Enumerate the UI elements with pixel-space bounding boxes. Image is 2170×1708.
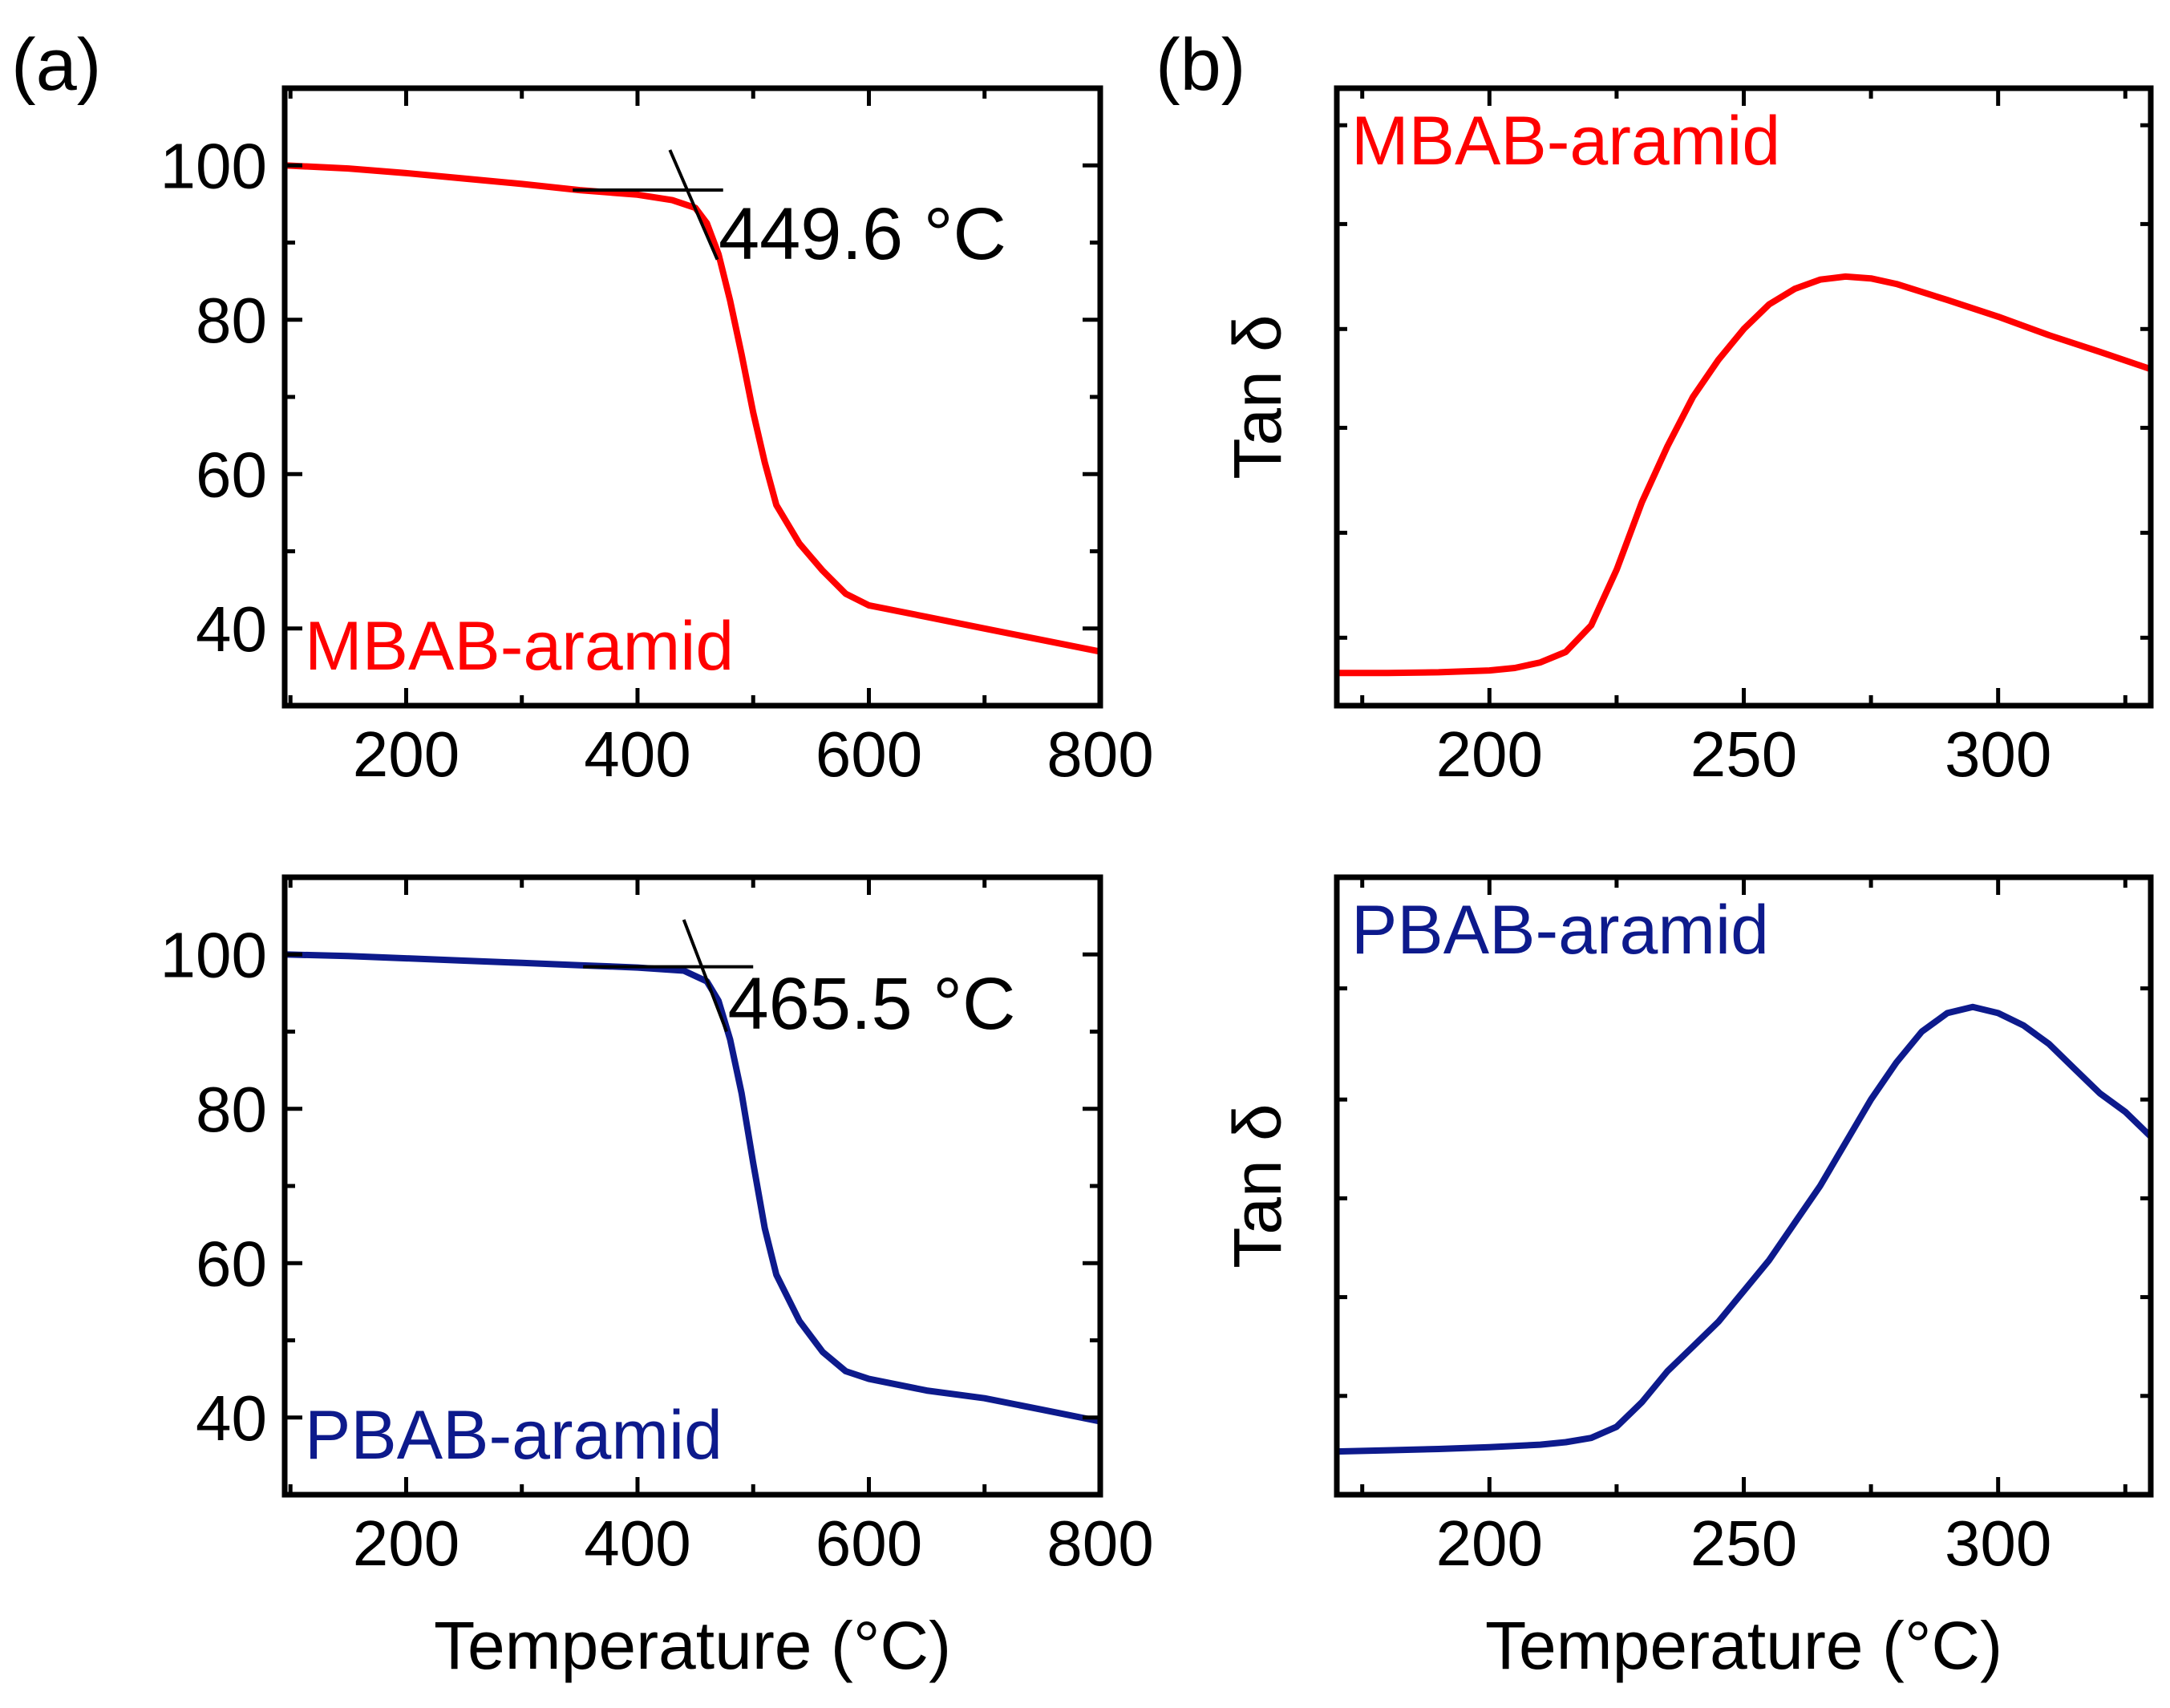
- legend-label-a-top: MBAB-aramid: [305, 608, 734, 685]
- x-tick-label: 800: [1047, 718, 1153, 790]
- x-tick-label: 600: [816, 718, 922, 790]
- series-line-a-top-0: [285, 162, 1100, 655]
- onset-annotation-a-bottom-0: 465.5 °C: [727, 963, 1015, 1045]
- y-tick-label: 40: [196, 1382, 267, 1454]
- series-line-a-bottom-0: [285, 951, 1100, 1425]
- chart-a-top: 449.6 °C 200 400 600 800 40 60 80 100 MBAB-aramid: [160, 85, 1154, 790]
- tangent-line-a-top-1: [668, 149, 719, 261]
- chart-a-bottom: 465.5 °C 200 400 600 800 40 60 80 100 Temperature…: [160, 874, 1154, 1683]
- tangent-line-a-bottom-1: [682, 919, 728, 1033]
- y-tick-label: 80: [196, 285, 267, 356]
- x-tick-label: 800: [1047, 1508, 1153, 1579]
- x-tick-label: 200: [1436, 718, 1543, 790]
- x-axis-title: Temperature (°C): [434, 1608, 951, 1683]
- y-axis-title: Tan δ: [1220, 1103, 1295, 1269]
- plot-frame-b-top: [1334, 85, 2154, 709]
- onset-annotation-a-top-0: 449.6 °C: [719, 193, 1006, 275]
- y-tick-label: 60: [196, 439, 267, 510]
- x-tick-label: 200: [1436, 1508, 1543, 1579]
- x-axis-title: Temperature (°C): [1485, 1608, 2002, 1683]
- chart-b-bottom: 200 250 300 Tan δ Temperature (°C) PBAB-arami…: [1220, 874, 2154, 1683]
- y-tick-label: 60: [196, 1228, 267, 1299]
- x-tick-label: 300: [1945, 718, 2051, 790]
- y-tick-label: 40: [196, 593, 267, 665]
- legend-label-b-bottom: PBAB-aramid: [1351, 892, 1769, 969]
- legend-label-a-bottom: PBAB-aramid: [305, 1397, 723, 1474]
- x-tick-label: 400: [584, 718, 690, 790]
- x-tick-label: 200: [353, 718, 460, 790]
- y-tick-label: 100: [160, 130, 267, 201]
- x-tick-label: 250: [1690, 1508, 1797, 1579]
- panel-label-a: (a): [11, 24, 101, 106]
- x-tick-label: 300: [1945, 1508, 2051, 1579]
- x-tick-label: 200: [353, 1508, 460, 1579]
- y-tick-label: 80: [196, 1074, 267, 1145]
- x-tick-label: 600: [816, 1508, 922, 1579]
- legend-label-b-top: MBAB-aramid: [1351, 103, 1780, 180]
- plot-frame-b-bottom: [1334, 874, 2154, 1498]
- y-tick-label: 100: [160, 919, 267, 990]
- y-axis-title: Tan δ: [1220, 314, 1295, 480]
- chart-b-top: 200 250 300 Tan δ MBAB-aramid: [1220, 85, 2154, 790]
- x-tick-label: 400: [584, 1508, 690, 1579]
- series-line-b-top-0: [1337, 273, 2151, 677]
- panel-label-b: (b): [1156, 24, 1245, 106]
- plots-group: 449.6 °C 200 400 600 800 40 60 80 100 MBAB-aramid…: [160, 85, 2154, 1683]
- x-tick-label: 250: [1690, 718, 1797, 790]
- series-line-b-bottom-0: [1337, 1003, 2151, 1455]
